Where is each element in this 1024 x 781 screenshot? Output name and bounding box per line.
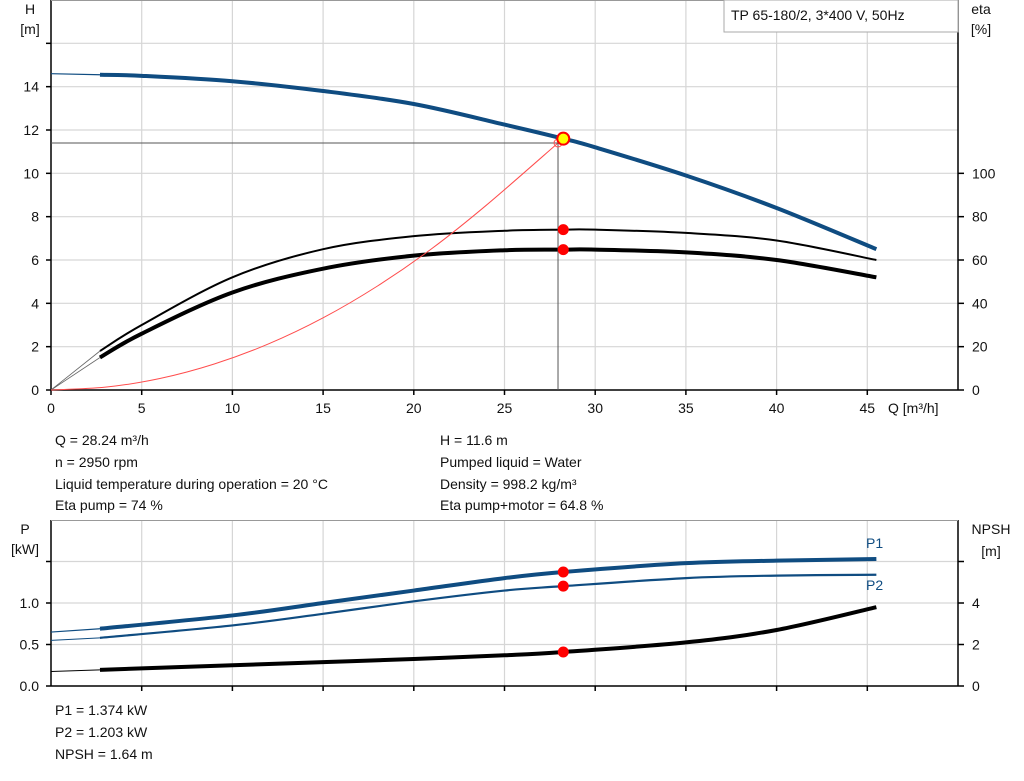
y-right-tick-label: 80 <box>972 209 988 225</box>
p-axis-label: P <box>20 521 29 537</box>
top-chart-grid: 0 2 4 6 8 10 12 14 0 20 40 60 80 100 0 5 10 15 20 25 30 35 40 4… <box>23 0 996 416</box>
head-extension <box>50 73 100 76</box>
eta-pump-motor-point-marker <box>557 244 569 256</box>
x-tick-label: 15 <box>315 400 331 416</box>
y-left-tick-label: 2 <box>31 339 39 355</box>
y-right-tick-label: 100 <box>972 165 996 181</box>
curves <box>50 72 878 672</box>
info-flow: Q = 28.24 m³/h <box>55 432 149 448</box>
info-eta-pump-motor: Eta pump+motor = 64.8 % <box>440 497 603 513</box>
y-left-tick-label: 0 <box>31 382 39 398</box>
p2-extension <box>50 637 101 641</box>
p-axis-unit: [kW] <box>11 541 39 557</box>
info-temperature: Liquid temperature during operation = 20… <box>55 476 328 492</box>
eta-pump-motor-extension <box>50 357 101 391</box>
info-eta-pump: Eta pump = 74 % <box>55 497 163 513</box>
npsh-curve <box>99 605 877 672</box>
y-left-tick-label: 6 <box>31 252 39 268</box>
info-npsh: NPSH = 1.64 m <box>55 746 153 762</box>
x-tick-label: 40 <box>769 400 785 416</box>
x-tick-label: 20 <box>406 400 422 416</box>
info-speed: n = 2950 rpm <box>55 454 138 470</box>
p2-curve-label: P2 <box>866 577 883 593</box>
info-p1: P1 = 1.374 kW <box>55 702 148 718</box>
x-tick-label: 5 <box>138 400 146 416</box>
x-tick-label: 0 <box>47 400 55 416</box>
info-liquid: Pumped liquid = Water <box>440 454 582 470</box>
h-axis-unit: [m] <box>20 21 39 37</box>
system-curve <box>50 142 559 391</box>
head-curve <box>99 72 878 252</box>
info-bottom: P1 = 1.374 kW P2 = 1.203 kW NPSH = 1.64 … <box>55 702 153 762</box>
npsh-axis-unit: [m] <box>981 543 1000 559</box>
p2-point-marker <box>557 580 569 592</box>
y-right-tick-label: 20 <box>972 339 988 355</box>
p1-point-marker <box>557 566 569 578</box>
npsh-axis-label: NPSH <box>972 521 1011 537</box>
y-left-tick-label: 12 <box>23 122 39 138</box>
y-left-tick-label: 14 <box>23 79 39 95</box>
info-p2: P2 = 1.203 kW <box>55 724 148 740</box>
info-head: H = 11.6 m <box>440 432 508 448</box>
y-left-tick-label: 1.0 <box>20 595 40 611</box>
eta-pump-motor-curve <box>98 247 877 360</box>
p1-extension <box>50 628 101 633</box>
npsh-point-marker <box>557 646 569 658</box>
p1-curve <box>99 557 877 631</box>
info-left: Q = 28.24 m³/h n = 2950 rpm Liquid tempe… <box>55 432 328 513</box>
y-right-tick-label: 2 <box>972 637 980 653</box>
y-left-tick-label: 4 <box>31 295 39 311</box>
y-left-tick-label: 10 <box>23 165 39 181</box>
duty-point-marker <box>556 131 571 146</box>
y-right-tick-label: 0 <box>972 678 980 694</box>
y-right-tick-label: 0 <box>972 382 980 398</box>
x-tick-label: 10 <box>225 400 241 416</box>
p2-curve <box>99 573 877 639</box>
x-tick-label: 30 <box>587 400 603 416</box>
p1-curve-label: P1 <box>866 535 883 551</box>
npsh-extension <box>50 669 100 672</box>
legend-box <box>723 0 959 33</box>
eta-pump-extension <box>50 350 101 391</box>
y-left-tick-label: 0.0 <box>20 678 40 694</box>
y-left-tick-label: 8 <box>31 209 39 225</box>
eta-axis-unit: [%] <box>971 21 991 37</box>
h-axis-label: H <box>25 1 35 17</box>
legend-text: TP 65-180/2, 3*400 V, 50Hz <box>731 7 905 23</box>
y-left-tick-label: 0.5 <box>20 637 40 653</box>
x-tick-label: 45 <box>860 400 876 416</box>
eta-pump-point-marker <box>557 224 569 236</box>
y-right-tick-label: 4 <box>972 595 980 611</box>
eta-pump-curve <box>99 228 877 352</box>
info-density: Density = 998.2 kg/m³ <box>440 476 577 492</box>
info-right: H = 11.6 m Pumped liquid = Water Density… <box>440 432 603 513</box>
eta-axis-label: eta <box>971 1 991 17</box>
y-right-tick-label: 60 <box>972 252 988 268</box>
x-tick-label: 25 <box>497 400 513 416</box>
bottom-chart-grid: 0.0 0.5 1.0 0 2 4 <box>20 520 980 694</box>
x-tick-label: 35 <box>678 400 694 416</box>
q-axis-label: Q [m³/h] <box>888 400 939 416</box>
y-right-tick-label: 40 <box>972 295 988 311</box>
